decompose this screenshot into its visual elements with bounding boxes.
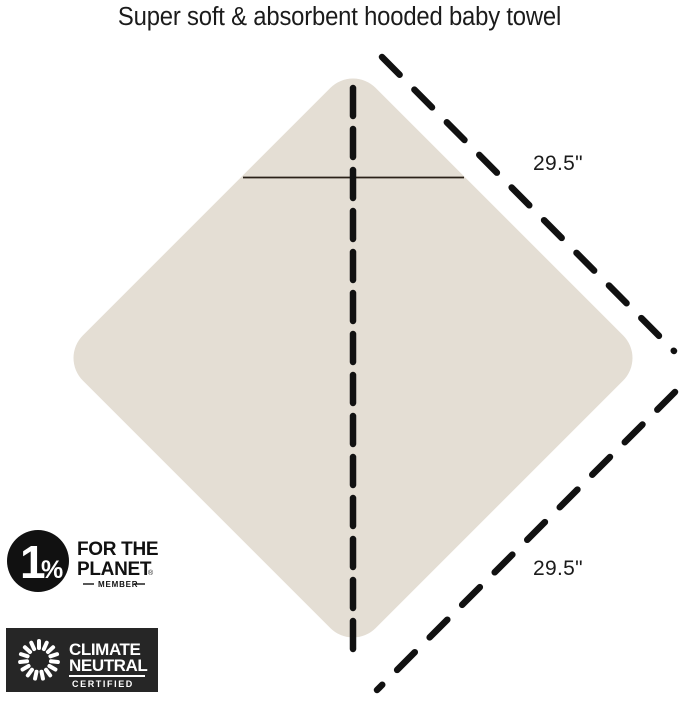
badge-climate-neutral-certified: CLIMATE NEUTRAL CERTIFIED <box>6 628 158 692</box>
dimension-label-bottom-right: 29.5" <box>533 557 583 580</box>
one-percent-line1: FOR THE <box>77 539 158 560</box>
measurement-line-top-right <box>378 53 678 355</box>
page-title: Super soft & absorbent hooded baby towel <box>117 3 562 31</box>
one-percent-percent-sign: % <box>41 556 63 584</box>
one-percent-numeral: 1 <box>20 536 46 588</box>
one-percent-line2: PLANET <box>77 559 152 580</box>
sunburst-icon <box>18 639 60 681</box>
climate-neutral-line2: NEUTRAL <box>69 656 147 675</box>
climate-neutral-certified-label: CERTIFIED <box>72 679 134 689</box>
measurement-line-bottom-right <box>373 388 679 694</box>
climate-neutral-plate <box>6 628 158 692</box>
dimension-label-top-right: 29.5" <box>533 152 583 175</box>
badge-one-percent-for-the-planet: 1 % FOR THE PLANET ® MEMBER <box>7 530 158 592</box>
one-percent-registered-icon: ® <box>148 569 154 577</box>
climate-neutral-line1: CLIMATE <box>69 640 141 659</box>
one-percent-member-label: MEMBER <box>98 580 138 589</box>
one-percent-circle <box>7 530 69 592</box>
